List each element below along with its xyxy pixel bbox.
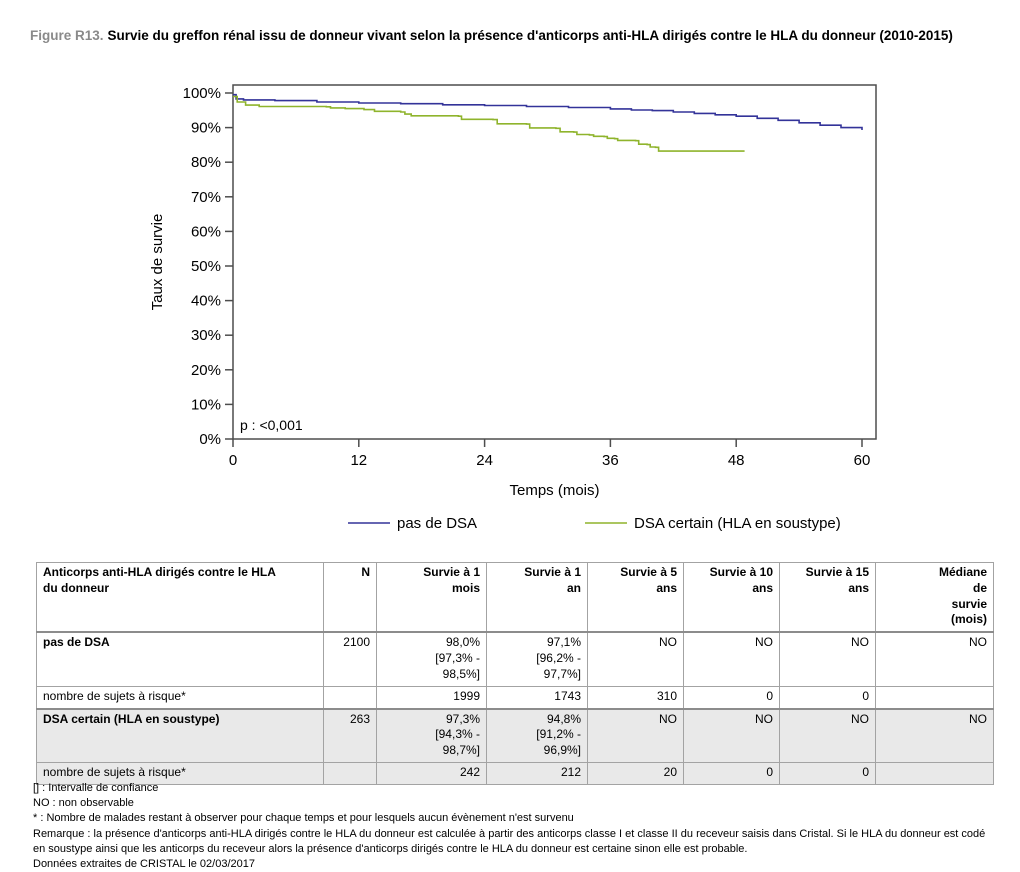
- cell-survie-15-ans: NO: [779, 631, 876, 687]
- footnotes: [] : Intervalle de confiance NO : non ob…: [33, 781, 999, 872]
- plot-frame: [232, 84, 877, 440]
- col-header-survie-5-ans: Survie à 5 ans: [587, 562, 684, 633]
- y-tick-label: 80%: [191, 154, 221, 171]
- results-table: Anticorps anti-HLA dirigés contre le HLA…: [36, 562, 994, 785]
- cell-mediane: [875, 762, 994, 785]
- cell-survie-1-an: 1743: [486, 685, 588, 710]
- cell-survie-10-ans: NO: [683, 707, 780, 764]
- x-tick-label: 36: [602, 452, 619, 469]
- cell-mediane: [875, 685, 994, 710]
- cell-mediane: NO: [875, 631, 994, 687]
- col-header-group: Anticorps anti-HLA dirigés contre le HLA…: [36, 562, 324, 633]
- col-header-survie-10-ans: Survie à 10 ans: [683, 562, 780, 633]
- table-row: pas de DSA 2100 98,0% [97,3% - 98,5%] 97…: [36, 631, 994, 687]
- x-tick-label: 48: [728, 452, 745, 469]
- results-table-body: pas de DSA 2100 98,0% [97,3% - 98,5%] 97…: [36, 631, 994, 785]
- y-tick-label: 40%: [191, 293, 221, 310]
- y-tick-label: 0%: [199, 431, 221, 448]
- legend-label-1: DSA certain (HLA en soustype): [634, 515, 841, 532]
- table-row: nombre de sujets à risque* 242 212 20 0 …: [36, 762, 994, 785]
- y-tick-label: 10%: [191, 396, 221, 413]
- figure-number: Figure R13.: [30, 28, 104, 43]
- cell-survie-10-ans: 0: [683, 685, 780, 710]
- cell-n: 2100: [323, 631, 377, 687]
- series-curve-dsa-certain: [233, 95, 745, 152]
- cell-survie-15-ans: 0: [779, 762, 876, 785]
- p-value-annotation: p : <0,001: [240, 417, 303, 433]
- cell-survie-1-an: 94,8% [91,2% - 96,9%]: [486, 707, 588, 764]
- cell-mediane: NO: [875, 707, 994, 764]
- cell-survie-1-mois: 1999: [376, 685, 487, 710]
- cell-survie-5-ans: 20: [587, 762, 684, 785]
- cell-survie-1-mois: 98,0% [97,3% - 98,5%]: [376, 631, 487, 687]
- figure-title-text: Survie du greffon rénal issu de donneur …: [107, 28, 953, 43]
- col-header-survie-15-ans: Survie à 15 ans: [779, 562, 876, 633]
- y-tick-label: 100%: [183, 85, 221, 102]
- cell-n: [323, 685, 377, 710]
- cell-survie-1-mois: 97,3% [94,3% - 98,7%]: [376, 707, 487, 764]
- footnote-ci: [] : Intervalle de confiance: [33, 782, 159, 794]
- series-curve-pas-de-dsa: [233, 93, 863, 130]
- x-tick-label: 60: [854, 452, 871, 469]
- cell-survie-15-ans: 0: [779, 685, 876, 710]
- y-axis-label: Taux de survie: [149, 214, 166, 311]
- col-header-survie-1-an: Survie à 1 an: [486, 562, 588, 633]
- y-tick-label: 70%: [191, 189, 221, 206]
- cell-label: DSA certain (HLA en soustype): [36, 707, 324, 764]
- footnote-remarque: Remarque : la présence d'anticorps anti-…: [33, 827, 986, 855]
- cell-label: nombre de sujets à risque*: [36, 762, 324, 785]
- y-tick-label: 90%: [191, 120, 221, 137]
- y-tick-label: 50%: [191, 258, 221, 275]
- legend-label-0: pas de DSA: [397, 515, 477, 532]
- col-header-mediane: Médiane de survie (mois): [875, 562, 994, 633]
- survival-chart: 0% 10% 20% 30% 40% 50% 60% 70% 80% 90% 100% 0 12 24 36…: [149, 84, 877, 532]
- cell-survie-10-ans: NO: [683, 631, 780, 687]
- figure-title: Figure R13. Survie du greffon rénal issu …: [30, 28, 1000, 43]
- cell-survie-1-mois: 242: [376, 762, 487, 785]
- x-tick-label: 12: [350, 452, 367, 469]
- y-tick-label: 60%: [191, 223, 221, 240]
- x-axis-label: Temps (mois): [509, 482, 599, 499]
- y-tick-label: 30%: [191, 327, 221, 344]
- cell-survie-15-ans: NO: [779, 707, 876, 764]
- table-row: nombre de sujets à risque* 1999 1743 310…: [36, 685, 994, 710]
- footnote-at-risk: * : Nombre de malades restant à observer…: [33, 812, 574, 825]
- cell-survie-5-ans: 310: [587, 685, 684, 710]
- footnote-no: NO : non observable: [33, 797, 134, 810]
- cell-survie-5-ans: NO: [587, 707, 684, 764]
- table-header-row: Anticorps anti-HLA dirigés contre le HLA…: [36, 562, 994, 633]
- col-header-survie-1-mois: Survie à 1 mois: [376, 562, 487, 633]
- cell-n: 263: [323, 707, 377, 764]
- cell-label: pas de DSA: [36, 631, 324, 687]
- cell-label: nombre de sujets à risque*: [36, 685, 324, 710]
- x-tick-label: 0: [229, 452, 237, 469]
- table-row: DSA certain (HLA en soustype) 263 97,3% …: [36, 707, 994, 764]
- cell-survie-1-an: 97,1% [96,2% - 97,7%]: [486, 631, 588, 687]
- y-tick-label: 20%: [191, 362, 221, 379]
- cell-survie-5-ans: NO: [587, 631, 684, 687]
- x-tick-label: 24: [476, 452, 493, 469]
- col-header-n: N: [323, 562, 377, 633]
- footnote-source: Données extraites de CRISTAL le 02/03/20…: [33, 857, 255, 870]
